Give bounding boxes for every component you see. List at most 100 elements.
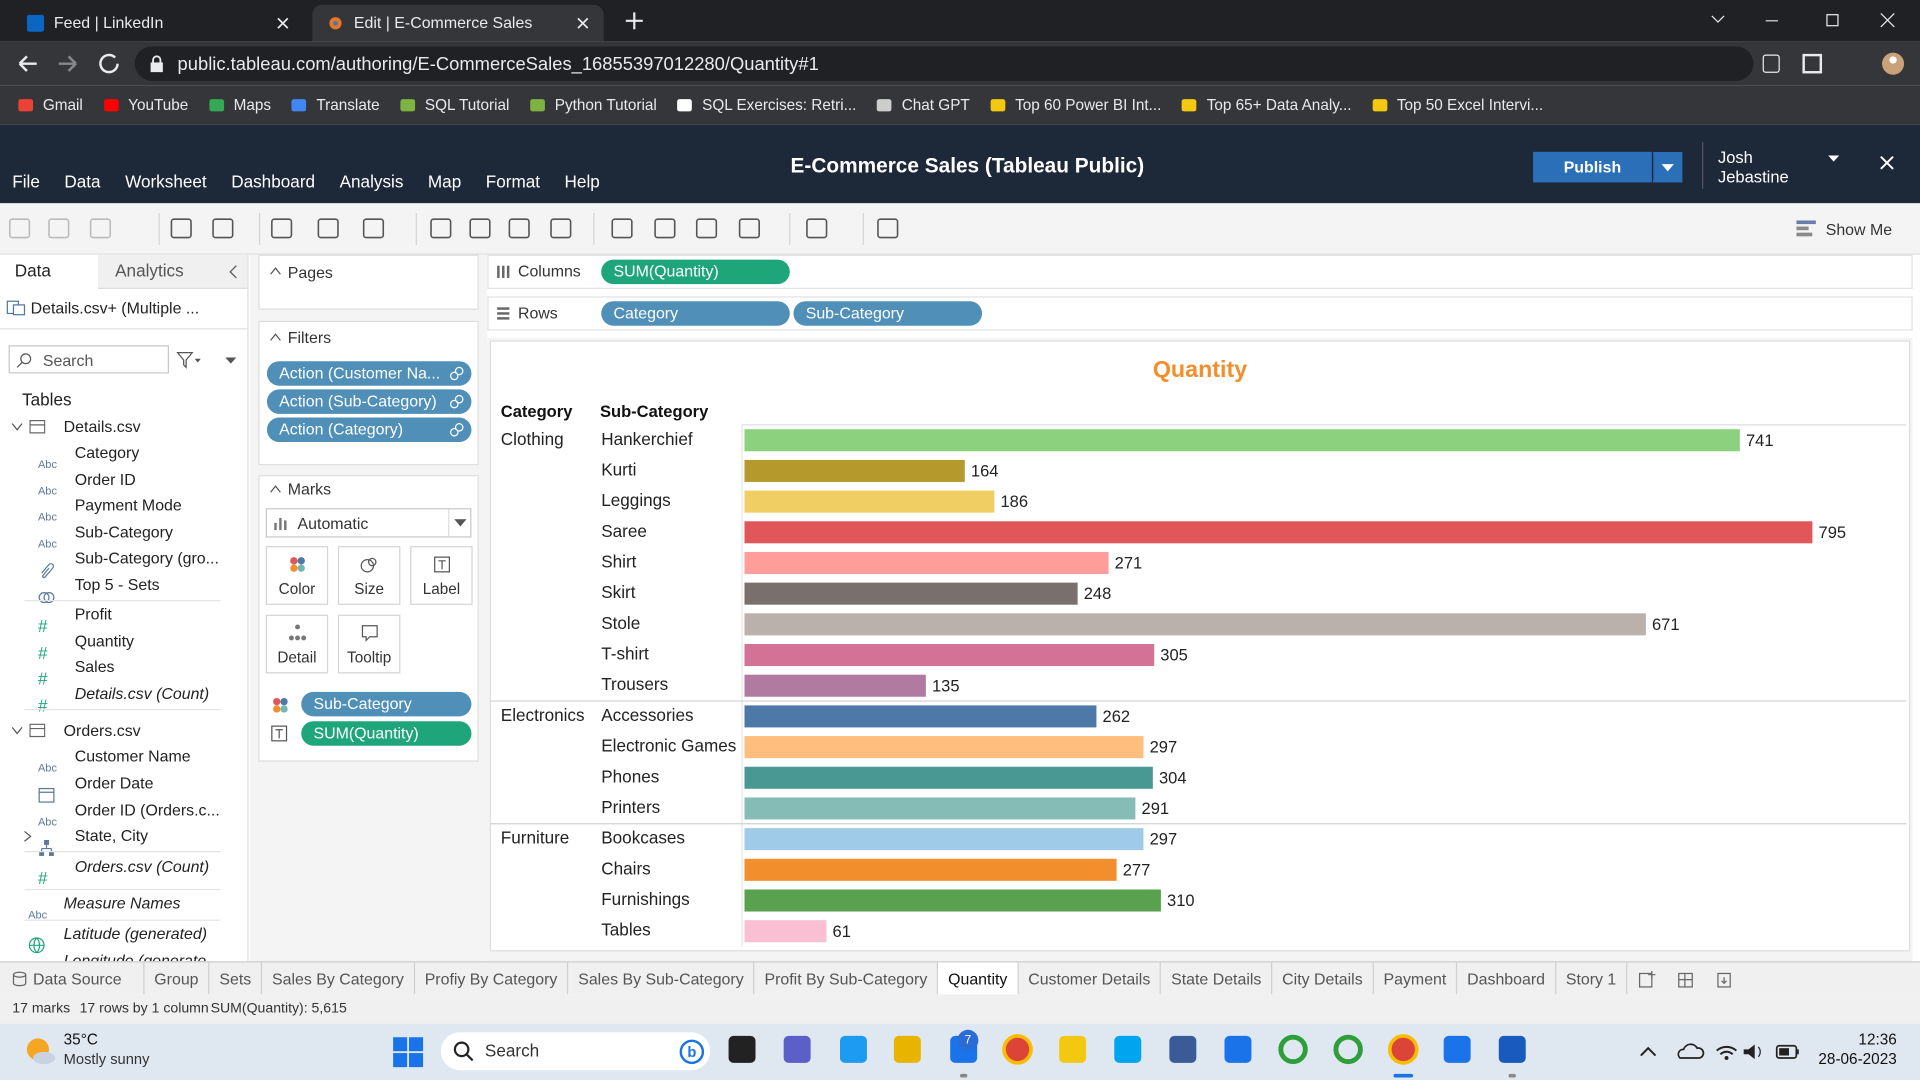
bookmark[interactable]: Python Tutorial	[529, 97, 657, 114]
tool-icon[interactable]	[738, 218, 760, 239]
sheet-tab[interactable]: City Details	[1272, 962, 1374, 995]
mark-button[interactable]: Color	[265, 546, 329, 605]
menu-item[interactable]: File	[12, 171, 40, 192]
bookmark[interactable]: YouTube	[102, 97, 188, 114]
app-icon[interactable]	[893, 1035, 921, 1063]
bar[interactable]	[744, 858, 1117, 881]
tool-icon[interactable]	[9, 218, 31, 239]
bar[interactable]	[744, 644, 1155, 667]
publish-button[interactable]: Publish	[1533, 151, 1652, 183]
bar[interactable]	[744, 705, 1097, 728]
bar[interactable]	[744, 429, 1740, 452]
app-icon[interactable]	[1224, 1035, 1252, 1063]
bar[interactable]	[744, 490, 995, 513]
menu-item[interactable]: Help	[564, 171, 600, 192]
mark-button[interactable]: Size	[337, 546, 401, 605]
collapse-icon[interactable]	[228, 264, 240, 279]
card-caret[interactable]	[269, 332, 281, 342]
menu-item[interactable]: Dashboard	[231, 171, 316, 192]
bar[interactable]	[744, 551, 1109, 574]
nav-buttons[interactable]	[15, 51, 125, 75]
pill[interactable]: Action (Sub-Category)	[266, 389, 472, 414]
bar[interactable]	[744, 889, 1161, 912]
taskbar-apps[interactable]	[722, 1024, 1555, 1080]
bar[interactable]	[744, 736, 1144, 759]
sheet-tab[interactable]: Data Source	[0, 962, 145, 995]
app-icon[interactable]	[1114, 1035, 1142, 1063]
field[interactable]: Longitude (generate...	[63, 951, 220, 962]
pill[interactable]: SUM(Quantity)	[601, 259, 790, 285]
tool-icon[interactable]	[806, 218, 828, 239]
sheet-tab[interactable]: Story 1	[1556, 962, 1628, 995]
app-icon[interactable]	[1169, 1035, 1197, 1063]
bar[interactable]	[744, 674, 926, 697]
card-caret[interactable]	[269, 266, 281, 276]
app-icon[interactable]	[783, 1035, 811, 1063]
menu-item[interactable]: Format	[485, 171, 541, 192]
field[interactable]: Payment Mode	[74, 495, 182, 515]
bar[interactable]	[744, 582, 1078, 605]
field[interactable]: State, City	[74, 826, 149, 845]
data-source[interactable]: Details.csv+ (Multiple ...	[30, 298, 200, 318]
tool-icon[interactable]	[89, 218, 112, 239]
pill[interactable]: Action (Category)	[266, 417, 472, 443]
sheet-tab[interactable]: Quantity	[938, 962, 1019, 995]
menu-item[interactable]: Worksheet	[125, 171, 207, 192]
menu-item[interactable]: Data	[64, 171, 101, 192]
pill[interactable]: Category	[601, 301, 790, 326]
mark-button[interactable]: Tooltip	[337, 614, 401, 674]
field[interactable]: Details.csv (Count)	[74, 684, 210, 703]
sheet-tab[interactable]: Profiy By Category	[415, 962, 569, 995]
bar[interactable]	[744, 459, 965, 482]
publish-dropdown[interactable]	[1653, 151, 1683, 183]
field[interactable]: Top 5 - Sets	[74, 575, 160, 594]
mark-button[interactable]: Detail	[265, 614, 329, 674]
sheet-tab[interactable]: Profit By Sub-Category	[755, 962, 939, 995]
tool-icon[interactable]	[362, 218, 385, 239]
field[interactable]: Customer Name	[74, 746, 191, 766]
field[interactable]: Order Date	[74, 773, 154, 793]
tool-icon[interactable]	[877, 218, 899, 239]
field[interactable]: Measure Names	[63, 893, 181, 913]
table-name[interactable]: Orders.csv	[63, 721, 141, 740]
new-sheet-button[interactable]	[1637, 970, 1657, 990]
field[interactable]: Order ID (Orders.c...	[74, 800, 220, 820]
app-icon[interactable]	[840, 1035, 867, 1063]
search-box[interactable]: Search	[8, 345, 169, 374]
sheet-tab[interactable]: Sets	[210, 962, 263, 995]
sheet-tab[interactable]: Payment	[1374, 962, 1458, 995]
pill[interactable]: Sub-Category	[301, 691, 472, 717]
tool-icon[interactable]	[654, 218, 676, 239]
card-caret[interactable]	[269, 484, 281, 494]
bar[interactable]	[744, 828, 1144, 851]
tool-icon[interactable]	[170, 218, 192, 239]
toolbar-icons[interactable]	[0, 203, 931, 254]
tool-icon[interactable]	[469, 218, 491, 239]
pill[interactable]: SUM(Quantity)	[301, 721, 472, 746]
sheet-tab[interactable]: Sales By Sub-Category	[568, 962, 755, 995]
browser-actions[interactable]	[1758, 51, 1910, 75]
bookmark[interactable]: Top 60 Power BI Int...	[989, 97, 1161, 114]
app-icon[interactable]	[1498, 1035, 1526, 1063]
mark-button[interactable]: Label	[410, 546, 473, 605]
app-icon[interactable]	[1278, 1034, 1308, 1065]
bookmark[interactable]: Chat GPT	[876, 97, 970, 114]
tool-icon[interactable]	[271, 218, 293, 239]
app-icon[interactable]	[1002, 1034, 1033, 1065]
start-button[interactable]	[393, 1037, 424, 1068]
sheet-tab[interactable]: State Details	[1161, 962, 1273, 995]
browser-tab[interactable]: Feed | LinkedIn	[12, 5, 303, 42]
field[interactable]: Order ID	[74, 470, 136, 489]
bar[interactable]	[744, 521, 1813, 544]
field[interactable]: Sub-Category (gro...	[74, 548, 219, 567]
sheet-tab[interactable]: Dashboard	[1457, 962, 1557, 995]
bookmark[interactable]: Maps	[208, 97, 271, 114]
field[interactable]: Sales	[74, 657, 115, 676]
system-tray[interactable]	[1638, 1040, 1809, 1064]
bar[interactable]	[744, 766, 1153, 789]
tool-icon[interactable]	[48, 218, 70, 239]
url-field[interactable]: public.tableau.com/authoring/E-CommerceS…	[134, 46, 1754, 81]
user-name[interactable]: Josh Jebastine	[1717, 148, 1789, 187]
new-sheet-button[interactable]	[1676, 970, 1696, 990]
app-icon[interactable]	[1443, 1035, 1471, 1063]
